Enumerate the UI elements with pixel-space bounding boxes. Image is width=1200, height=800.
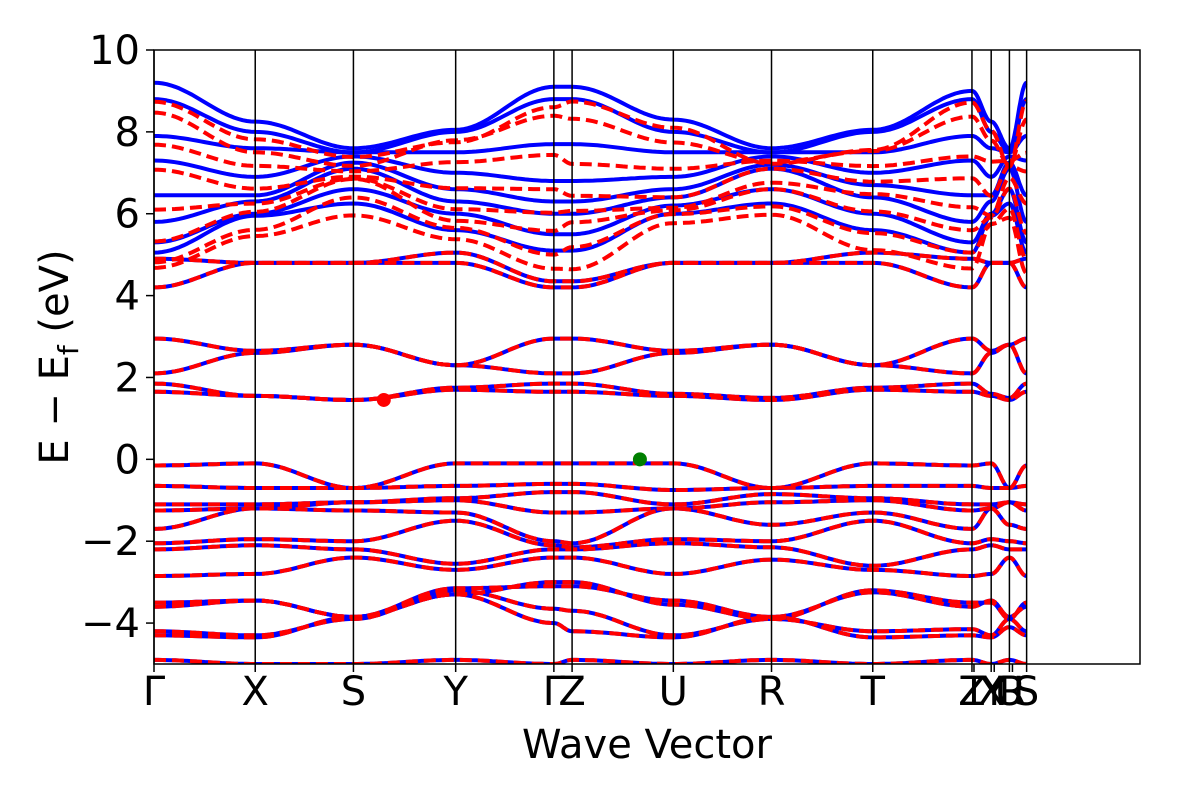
x-tick-label-1: X (242, 669, 269, 715)
x-tick-label-6: U (659, 669, 688, 715)
x-tick-label-0: Γ (143, 669, 166, 715)
y-tick-label-0: 10 (89, 28, 140, 74)
y-axis-label: E − Ef (eV) (32, 249, 85, 464)
y-tick-label-2: 6 (115, 192, 140, 238)
x-tick-label-9: Z (958, 669, 985, 715)
x-tick-label-5: Z (558, 669, 585, 715)
x-tick-label-4: Γ (543, 669, 566, 715)
plot-frame (153, 49, 1141, 665)
y-axis-ticks: 10 8 6 4 2 0 −2 −4 (81, 28, 154, 647)
markers-layer (376, 392, 647, 467)
x-tick-label-7: R (758, 669, 786, 715)
y-axis-label-unit: (eV) (32, 249, 78, 345)
y-axis-label-sub: f (52, 344, 85, 355)
y-tick-label-3: 4 (115, 274, 140, 320)
valence-band-maximum-marker (632, 452, 647, 467)
x-tick-label-3: Y (442, 669, 468, 715)
conduction-band-minimum-marker (376, 392, 391, 407)
y-axis-label-main: E − E (32, 355, 78, 465)
x-tick-label-10: T (961, 669, 987, 715)
x-tick-label-13: U (995, 669, 1024, 715)
y-tick-label-7: −4 (81, 601, 140, 647)
y-tick-label-1: 8 (115, 110, 140, 156)
x-tick-label-11: X (977, 669, 1004, 715)
x-tick-label-12: Y (981, 669, 1007, 715)
x-tick-label-15: S (1014, 669, 1039, 715)
x-axis-label: Wave Vector (522, 722, 773, 768)
x-tick-label-14: R (999, 669, 1027, 715)
y-tick-label-6: −2 (81, 519, 140, 565)
y-tick-label-4: 2 (115, 355, 140, 401)
x-tick-label-8: T (860, 669, 886, 715)
y-tick-label-5: 0 (115, 437, 140, 483)
x-tick-label-2: S (341, 669, 366, 715)
